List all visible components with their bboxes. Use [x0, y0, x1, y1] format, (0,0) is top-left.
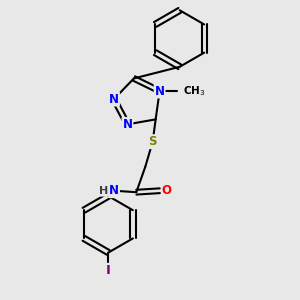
Text: I: I — [106, 264, 111, 277]
Text: O: O — [162, 184, 172, 197]
Text: N: N — [109, 93, 119, 106]
Text: H: H — [99, 186, 109, 196]
Text: N: N — [122, 118, 132, 131]
Text: N: N — [109, 184, 119, 197]
Text: N: N — [154, 85, 165, 98]
Text: CH$_3$: CH$_3$ — [183, 84, 206, 98]
Text: S: S — [148, 135, 157, 148]
